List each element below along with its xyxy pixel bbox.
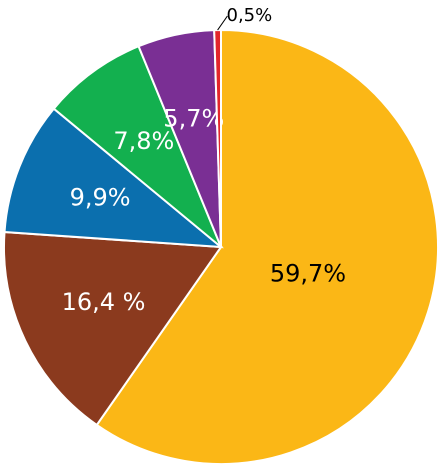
pie-slice <box>95 28 439 465</box>
pie-slice <box>3 230 223 427</box>
slice-label: 0,5% <box>227 5 273 26</box>
slice-label: 59,7% <box>270 259 346 287</box>
slice-label: 5,7% <box>163 105 224 133</box>
pie-slice <box>52 44 222 248</box>
pie-slice <box>3 107 225 249</box>
slice-label: 16,4 % <box>62 288 146 316</box>
slice-label: 7,8% <box>113 127 174 155</box>
slice-label: 9,9% <box>70 184 131 212</box>
leader-line <box>217 15 228 31</box>
